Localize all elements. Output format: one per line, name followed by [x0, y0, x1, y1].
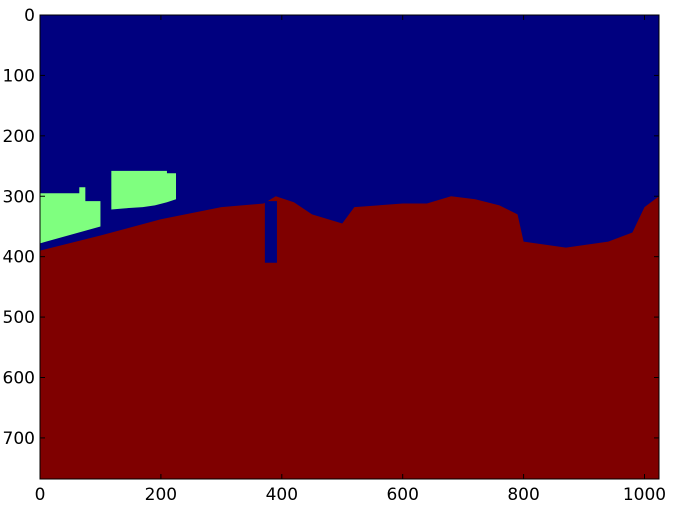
y-tick-label: 600 [3, 369, 35, 389]
region-pole [264, 201, 277, 263]
y-tick-label: 100 [3, 66, 35, 86]
y-tick-label: 200 [3, 127, 35, 147]
plot-frame [39, 14, 660, 480]
y-tick-label: 300 [3, 187, 35, 207]
x-tick-label: 0 [35, 485, 46, 505]
x-tick-label: 800 [507, 485, 539, 505]
y-tick-label: 500 [3, 308, 35, 328]
x-axis: 0 200 400 600 800 1000 [35, 15, 666, 505]
region-buildings [40, 187, 101, 244]
y-tick-label: 700 [3, 429, 35, 449]
y-tick-label: 400 [3, 248, 35, 268]
region-ground [40, 196, 659, 479]
x-tick-label: 1000 [623, 485, 666, 505]
plot-area [40, 15, 659, 479]
y-axis: 0 100 200 300 400 500 600 700 [3, 6, 659, 449]
x-tick-label: 200 [145, 485, 177, 505]
x-tick-label: 400 [266, 485, 298, 505]
y-tick-label: 0 [24, 6, 35, 26]
x-tick-label: 600 [386, 485, 418, 505]
region-buildings [111, 170, 177, 210]
